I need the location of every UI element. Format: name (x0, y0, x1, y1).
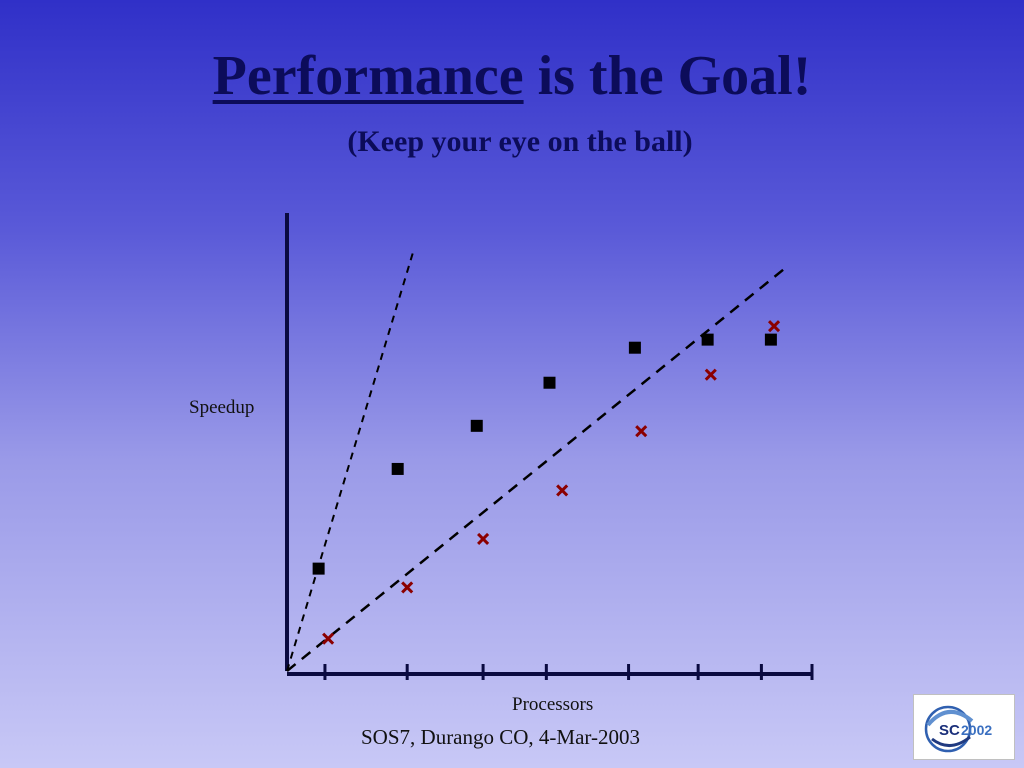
x-point-stroke (322, 632, 335, 645)
x-point (322, 632, 335, 645)
x-point-stroke (556, 484, 569, 497)
square-point (312, 562, 325, 575)
square-point (391, 462, 404, 475)
slide-footer: SOS7, Durango CO, 4-Mar-2003 (361, 725, 640, 749)
x-point-stroke (635, 425, 648, 438)
x-point-stroke (401, 581, 414, 594)
square-point (764, 333, 777, 346)
x-point (556, 484, 569, 497)
slide-title: Performance is the Goal! (0, 45, 1024, 108)
x-point-stroke (477, 532, 490, 546)
x-point-stroke (704, 368, 717, 381)
title-rest: is the Goal! (523, 45, 812, 107)
x-point (477, 532, 490, 546)
chart-axes (285, 213, 814, 680)
x-axis-label: Processors (512, 694, 594, 715)
slide-subtitle: (Keep your eye on the ball) (347, 125, 693, 158)
sc2002-logo: SC 2002 (913, 694, 1015, 760)
square-point (701, 333, 714, 346)
logo-sc-text: SC (939, 722, 960, 739)
y-axis-label: Speedup (189, 397, 255, 418)
square-point (543, 376, 556, 389)
logo-year-text: 2002 (961, 722, 992, 738)
reference-lines (286, 250, 788, 672)
x-point (635, 425, 648, 438)
x-point-stroke (767, 320, 781, 333)
x-point (767, 320, 781, 333)
x-point (401, 581, 414, 594)
ideal-speedup-line (286, 250, 415, 672)
square-point (470, 419, 483, 432)
linear-trend-line (286, 265, 788, 672)
sc2002-logo-graphic: SC 2002 (924, 705, 992, 753)
title-underlined-word: Performance (212, 45, 524, 107)
square-point (628, 341, 641, 354)
chart-marks (312, 320, 781, 645)
x-point (704, 368, 717, 381)
